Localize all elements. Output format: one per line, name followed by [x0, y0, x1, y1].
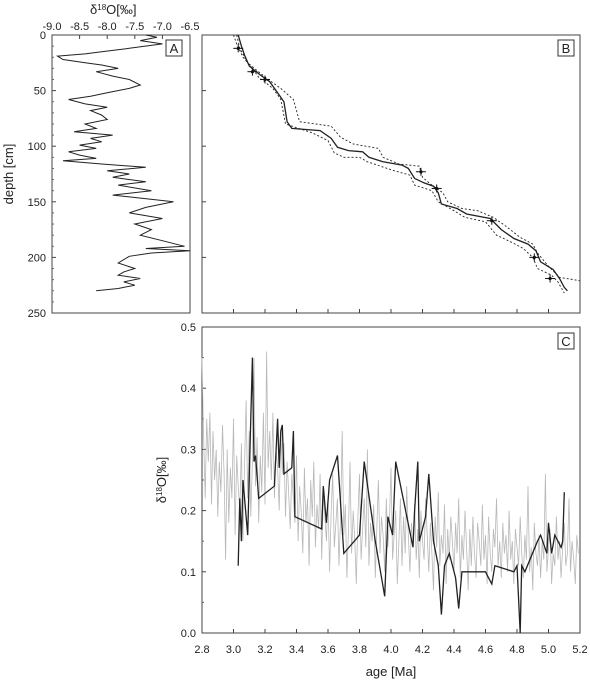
panel-c-x-tick-label: 5.0 — [541, 644, 556, 656]
panel-b-tie-point — [260, 75, 270, 84]
panel-a: -9.0 -8.5 -8.0 -7.5 -7.0 -6.5 0 50 100 150 200 250… — [1, 2, 199, 320]
panel-c: 2.8 3.0 3.2 3.4 3.6 3.8 4.0 4.2 4.4 4.6 4.8 5.0 5.2 … — [154, 322, 588, 679]
panel-c-x-tick-label: 4.4 — [446, 644, 461, 656]
panel-a-x-tick-label: -7.0 — [153, 21, 172, 33]
panel-a-y-ticks: 0 50 100 150 200 250 — [28, 30, 56, 320]
panel-c-x-axis-title: age [Ma] — [366, 664, 417, 679]
panel-a-y-tick-label: 100 — [28, 141, 46, 153]
panel-a-y-tick-label: 250 — [28, 308, 46, 320]
panel-a-y-tick-label: 0 — [40, 30, 46, 42]
panel-a-d18o-line — [55, 34, 191, 292]
panel-b-tie-points — [233, 44, 556, 283]
panel-c-black-record-line — [237, 357, 565, 634]
panel-c-y-tick-label: 0.4 — [181, 383, 196, 395]
panel-a-x-tick-label: -9.0 — [43, 21, 62, 33]
panel-b: B — [201, 34, 581, 314]
panel-c-y-tick-label: 0.2 — [181, 506, 196, 518]
panel-c-y-tick-label: 0.0 — [181, 628, 196, 640]
panel-a-x-tick-label: -6.5 — [181, 21, 200, 33]
panel-c-x-tick-label: 3.0 — [226, 644, 241, 656]
panel-a-y-tick-label: 200 — [28, 252, 46, 264]
panel-b-letter-box — [557, 39, 575, 57]
panel-b-age-model-solid-0 — [237, 34, 568, 292]
panel-c-x-ticks: 2.8 3.0 3.2 3.4 3.6 3.8 4.0 4.2 4.4 4.6 4.8 5.0 5.2 — [194, 629, 588, 656]
panel-b-age-model-dotted-1 — [236, 34, 581, 282]
panel-a-frame — [51, 34, 191, 314]
panel-a-x-tick-label: -8.5 — [70, 21, 89, 33]
panel-b-letter: B — [562, 41, 571, 56]
panel-c-x-tick-label: 4.8 — [509, 644, 524, 656]
panel-a-x-tick-label: -7.5 — [125, 21, 144, 33]
panel-b-tie-point — [486, 216, 497, 225]
panel-c-grey-record-line — [201, 351, 579, 591]
panel-a-x-axis-title: δ18O[‰] — [90, 2, 137, 17]
panel-a-x-ticks: -9.0 -8.5 -8.0 -7.5 -7.0 -6.5 — [43, 21, 200, 39]
panel-c-y-tick-label: 0.3 — [181, 444, 196, 456]
panel-c-x-tick-label: 3.8 — [352, 644, 367, 656]
panel-c-x-tick-label: 5.2 — [572, 644, 587, 656]
panel-c-series — [201, 351, 579, 634]
panel-c-letter-box — [557, 332, 575, 350]
panel-c-y-tick-label: 0.1 — [181, 567, 196, 579]
panel-c-x-tick-label: 3.2 — [257, 644, 272, 656]
panel-a-letter-box — [165, 39, 183, 57]
panel-a-series — [55, 34, 191, 292]
panel-b-tie-point — [247, 67, 258, 76]
panel-b-tie-point — [233, 44, 244, 53]
panel-b-age-model-dotted-2 — [233, 34, 565, 294]
panel-c-x-tick-label: 2.8 — [194, 644, 209, 656]
panel-a-y-axis-title: depth [cm] — [1, 144, 16, 205]
panel-c-x-tick-label: 3.6 — [320, 644, 335, 656]
panel-b-tie-point — [415, 167, 426, 176]
panel-c-x-tick-label: 4.6 — [478, 644, 493, 656]
panel-b-ticks — [201, 34, 581, 314]
panel-b-tie-point — [545, 274, 556, 283]
panel-c-letter: C — [561, 334, 570, 349]
panel-c-y-ticks: 0.0 0.1 0.2 0.3 0.4 0.5 — [181, 322, 206, 640]
panel-a-y-tick-label: 150 — [28, 197, 46, 209]
panel-c-x-tick-label: 4.0 — [383, 644, 398, 656]
panel-a-letter: A — [170, 41, 179, 56]
panel-a-x-tick-label: -8.0 — [98, 21, 117, 33]
panel-b-tie-point — [529, 253, 540, 262]
panel-b-series — [233, 34, 581, 294]
panel-c-x-tick-label: 3.4 — [289, 644, 304, 656]
panel-b-tie-point — [431, 184, 442, 193]
panel-c-y-axis-title: δ18O[‰] — [154, 457, 169, 504]
panel-a-y-tick-label: 50 — [34, 86, 46, 98]
panel-c-y-tick-label: 0.5 — [181, 322, 196, 334]
panel-c-x-tick-label: 4.2 — [415, 644, 430, 656]
